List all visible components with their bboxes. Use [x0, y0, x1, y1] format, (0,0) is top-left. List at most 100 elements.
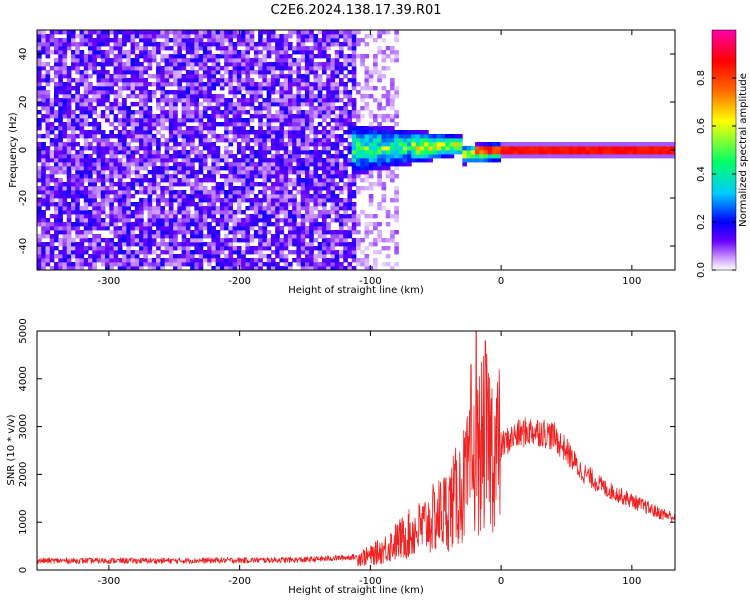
- heatmap-cell: [207, 206, 212, 211]
- heatmap-cell: [164, 210, 170, 215]
- heatmap-cell: [83, 230, 89, 235]
- heatmap-cell: [139, 90, 144, 95]
- heatmap-cell: [168, 190, 174, 195]
- heatmap-cell: [92, 62, 97, 67]
- heatmap-cell: [249, 42, 255, 47]
- heatmap-cell: [321, 94, 327, 99]
- heatmap-cell: [71, 34, 76, 39]
- heatmap-cell: [219, 74, 225, 79]
- heatmap-cell: [151, 174, 157, 179]
- heatmap-cell: [232, 106, 238, 111]
- heatmap-cell: [164, 114, 170, 119]
- heatmap-cell: [79, 238, 85, 243]
- heatmap-cell: [270, 34, 276, 39]
- heatmap-cell: [160, 34, 165, 39]
- heatmap-cell: [326, 122, 331, 127]
- heatmap-cell: [373, 66, 378, 71]
- heatmap-cell: [232, 226, 238, 231]
- heatmap-cell: [75, 158, 80, 163]
- heatmap-cell: [330, 82, 336, 87]
- heatmap-cell: [79, 102, 85, 107]
- heatmap-cell: [445, 154, 450, 159]
- heatmap-cell: [232, 130, 238, 135]
- heatmap-cell: [109, 178, 114, 183]
- heatmap-cell: [185, 98, 191, 103]
- heatmap-cell: [143, 34, 148, 39]
- heatmap-cell: [338, 254, 344, 259]
- heatmap-cell: [500, 142, 506, 147]
- heatmap-cell: [317, 90, 323, 95]
- heatmap-cell: [190, 110, 195, 115]
- heatmap-cell: [37, 266, 42, 270]
- heatmap-cell: [62, 222, 68, 227]
- heatmap-cell: [292, 222, 297, 227]
- heatmap-cell: [300, 38, 306, 43]
- heatmap-cell: [364, 82, 370, 87]
- heatmap-cell: [258, 218, 263, 223]
- heatmap-cell: [356, 30, 361, 35]
- heatmap-cell: [151, 218, 157, 223]
- heatmap-cell: [390, 106, 395, 111]
- heatmap-cell: [436, 150, 442, 155]
- heatmap-cell: [92, 30, 97, 35]
- heatmap-cell: [190, 234, 195, 239]
- heatmap-cell: [113, 66, 119, 71]
- heatmap-cell: [253, 250, 259, 255]
- heatmap-cell: [41, 46, 46, 51]
- heatmap-cell: [373, 150, 378, 155]
- heatmap-cell: [296, 214, 302, 219]
- heatmap-cell: [54, 170, 59, 175]
- heatmap-cell: [75, 58, 80, 63]
- heatmap-cell: [394, 130, 399, 135]
- heatmap-cell: [228, 266, 234, 270]
- heatmap-cell: [419, 150, 425, 155]
- heatmap-cell: [330, 110, 336, 115]
- heatmap-cell: [198, 210, 204, 215]
- heatmap-cell: [147, 150, 153, 155]
- heatmap-cell: [283, 178, 289, 183]
- heatmap-cell: [356, 130, 361, 135]
- heatmap-cell: [228, 254, 234, 259]
- heatmap-cell: [160, 174, 165, 179]
- heatmap-cell: [109, 150, 114, 155]
- heatmap-cell: [368, 214, 374, 219]
- heatmap-cell: [122, 190, 127, 195]
- heatmap-cell: [334, 38, 340, 43]
- heatmap-cell: [292, 134, 297, 139]
- heatmap-cell: [185, 38, 191, 43]
- figure-title: C2E6.2024.138.17.39.R01: [270, 3, 441, 18]
- heatmap-cell: [360, 114, 365, 119]
- heatmap-cell: [198, 74, 204, 79]
- heatmap-cell: [177, 210, 183, 215]
- heatmap-cell: [58, 106, 63, 111]
- heatmap-cell: [368, 74, 374, 79]
- heatmap-cell: [356, 258, 361, 263]
- heatmap-cell: [37, 234, 42, 239]
- heatmap-cell: [279, 102, 285, 107]
- heatmap-cell: [538, 154, 544, 159]
- heatmap-cell: [211, 34, 217, 39]
- heatmap-cell: [360, 250, 365, 255]
- heatmap-cell: [338, 138, 344, 143]
- heatmap-cell: [79, 70, 85, 75]
- heatmap-cell: [606, 154, 612, 159]
- heatmap-cell: [219, 238, 225, 243]
- heatmap-cell: [190, 158, 195, 163]
- heatmap-cell: [45, 130, 51, 135]
- heatmap-cell: [211, 42, 217, 47]
- heatmap-cell: [122, 110, 127, 115]
- heatmap-cell: [75, 66, 80, 71]
- heatmap-cell: [292, 170, 297, 175]
- heatmap-cell: [181, 162, 187, 167]
- heatmap-cell: [351, 178, 357, 183]
- heatmap-cell: [398, 134, 404, 139]
- heatmap-cell: [215, 250, 221, 255]
- heatmap-cell: [241, 198, 246, 203]
- heatmap-cell: [394, 194, 399, 199]
- heatmap-cell: [266, 78, 272, 83]
- heatmap-cell: [219, 186, 225, 191]
- heatmap-cell: [283, 150, 289, 155]
- heatmap-cell: [168, 166, 174, 171]
- heatmap-cell: [300, 74, 306, 79]
- heatmap-cell: [194, 102, 200, 107]
